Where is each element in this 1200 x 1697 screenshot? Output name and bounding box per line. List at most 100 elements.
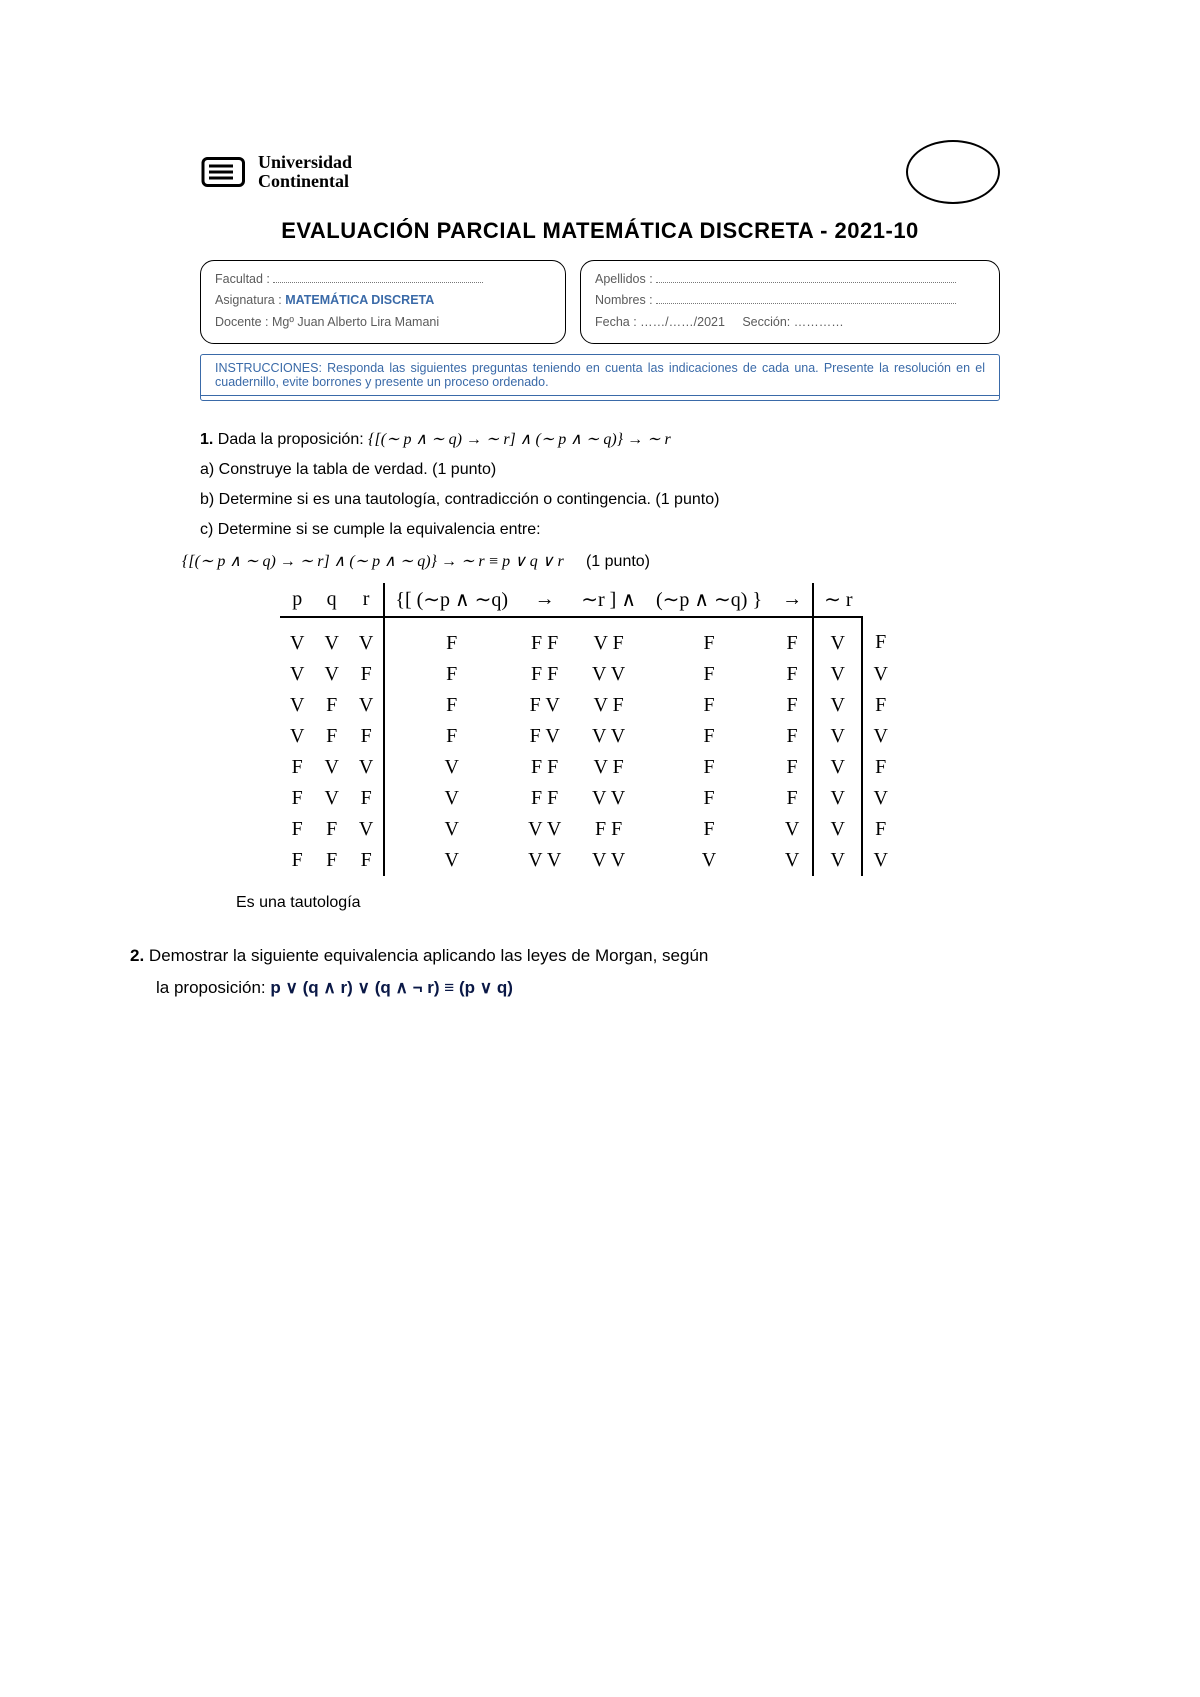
q2-line2-lead: la proposición: bbox=[156, 978, 270, 997]
q1-a: a) Construye la tabla de verdad. (1 punt… bbox=[200, 461, 1000, 479]
tt-cell: F bbox=[384, 617, 518, 659]
nombres-line: Nombres : bbox=[595, 290, 985, 311]
tt-cell: V V bbox=[518, 814, 571, 845]
tt-h-p: p bbox=[280, 583, 314, 617]
tt-h-imp: → bbox=[518, 583, 571, 617]
tt-cell: F bbox=[646, 659, 772, 690]
tt-cell: V bbox=[813, 783, 862, 814]
university-line1: Universidad bbox=[258, 153, 352, 172]
q1-c-left: {[(∼ p ∧ ∼ q) → ∼ r] ∧ (∼ p ∧ ∼ q)} → ∼ … bbox=[182, 553, 485, 570]
tt-cell: V bbox=[280, 659, 314, 690]
tt-cell: V bbox=[314, 752, 348, 783]
tt-cell: V bbox=[314, 783, 348, 814]
tt-cell: V bbox=[384, 783, 518, 814]
asignatura-value: MATEMÁTICA DISCRETA bbox=[285, 293, 434, 307]
tt-cell: V F bbox=[571, 617, 646, 659]
tt-cell: F V bbox=[518, 721, 571, 752]
tt-cell: F bbox=[314, 690, 348, 721]
tt-row: VFFFF VV VFFVV bbox=[280, 721, 898, 752]
tt-cell: V bbox=[813, 721, 862, 752]
info-box-left: Facultad : Asignatura : MATEMÁTICA DISCR… bbox=[200, 260, 566, 344]
apellidos-line: Apellidos : bbox=[595, 269, 985, 290]
q1-lead: Dada la proposición: bbox=[218, 431, 368, 448]
tt-cell: F bbox=[646, 752, 772, 783]
tt-cell: V bbox=[813, 814, 862, 845]
tt-row: FFVVV VF FFVVF bbox=[280, 814, 898, 845]
q1-c-equiv: ≡ bbox=[489, 553, 502, 570]
q1-c-right: p ∨ q ∨ r bbox=[502, 553, 564, 570]
tt-cell: F bbox=[314, 721, 348, 752]
tt-conclusion: Es una tautología bbox=[236, 894, 1000, 912]
docente-line: Docente : Mgº Juan Alberto Lira Mamani bbox=[215, 312, 551, 333]
tt-cell: V V bbox=[518, 845, 571, 876]
tt-cell: F bbox=[314, 845, 348, 876]
header-row: Universidad Continental bbox=[200, 140, 1000, 204]
q2-block: 2. Demostrar la siguiente equivalencia a… bbox=[130, 940, 1000, 1005]
tt-cell: F bbox=[384, 690, 518, 721]
tt-cell: F bbox=[280, 752, 314, 783]
tt-cell: F bbox=[280, 814, 314, 845]
tt-cell: F F bbox=[518, 783, 571, 814]
tt-h-r: r bbox=[349, 583, 384, 617]
tt-cell: V bbox=[384, 752, 518, 783]
tt-cell: V bbox=[772, 814, 813, 845]
tt-cell: F bbox=[349, 783, 384, 814]
tt-cell: V bbox=[862, 845, 897, 876]
tt-cell: F bbox=[349, 721, 384, 752]
tt-cell: V V bbox=[571, 721, 646, 752]
content: 1. Dada la proposición: {[(∼ p ∧ ∼ q) → … bbox=[200, 429, 1000, 1005]
university-logo-icon bbox=[200, 154, 248, 190]
q2-line1: 2. Demostrar la siguiente equivalencia a… bbox=[130, 940, 1000, 972]
tt-cell: F F bbox=[518, 752, 571, 783]
q1-c-expr: {[(∼ p ∧ ∼ q) → ∼ r] ∧ (∼ p ∧ ∼ q)} → ∼ … bbox=[182, 551, 1000, 571]
tt-cell: V bbox=[280, 617, 314, 659]
tt-h-rep: (∼p ∧ ∼q) } bbox=[646, 583, 772, 617]
asignatura-label: Asignatura : bbox=[215, 293, 282, 307]
info-row: Facultad : Asignatura : MATEMÁTICA DISCR… bbox=[200, 260, 1000, 344]
q1-c-pts: (1 punto) bbox=[586, 553, 650, 570]
grade-oval bbox=[906, 140, 1000, 204]
seccion-label: Sección: bbox=[742, 315, 790, 329]
university-name: Universidad Continental bbox=[258, 153, 352, 191]
tt-cell: F V bbox=[518, 690, 571, 721]
tt-cell: F F bbox=[518, 659, 571, 690]
tt-cell: V bbox=[813, 659, 862, 690]
q1-line: 1. Dada la proposición: {[(∼ p ∧ ∼ q) → … bbox=[200, 429, 1000, 449]
tt-cell: V bbox=[280, 690, 314, 721]
tt-cell: V F bbox=[571, 690, 646, 721]
tt-cell: F F bbox=[518, 617, 571, 659]
info-box-right: Apellidos : Nombres : Fecha : ……/……/2021… bbox=[580, 260, 1000, 344]
tt-cell: F bbox=[280, 845, 314, 876]
tt-cell: V bbox=[280, 721, 314, 752]
tt-cell: V V bbox=[571, 783, 646, 814]
tt-cell: V bbox=[349, 690, 384, 721]
tt-cell: F bbox=[862, 752, 897, 783]
asignatura-line: Asignatura : MATEMÁTICA DISCRETA bbox=[215, 290, 551, 311]
tt-cell: V bbox=[646, 845, 772, 876]
tt-h-q: q bbox=[314, 583, 348, 617]
tt-h-open: {[ (∼p ∧ ∼q) bbox=[384, 583, 518, 617]
tt-cell: F F bbox=[571, 814, 646, 845]
tt-cell: V bbox=[813, 752, 862, 783]
tt-cell: V bbox=[862, 659, 897, 690]
tt-cell: V bbox=[813, 690, 862, 721]
tt-cell: F bbox=[862, 617, 897, 659]
tt-h-nr2: ∼ r bbox=[813, 583, 862, 617]
tt-row: FVVVF FV FFFVF bbox=[280, 752, 898, 783]
tt-cell: F bbox=[772, 659, 813, 690]
tt-header-row: p q r {[ (∼p ∧ ∼q) → ∼r ] ∧ (∼p ∧ ∼q) } … bbox=[280, 583, 898, 617]
fecha-value: ……/……/2021 bbox=[640, 315, 725, 329]
tt-cell: V bbox=[384, 845, 518, 876]
tt-cell: V bbox=[772, 845, 813, 876]
tt-cell: F bbox=[384, 721, 518, 752]
tt-cell: F bbox=[384, 659, 518, 690]
q2-lead: Demostrar la siguiente equivalencia apli… bbox=[149, 946, 708, 965]
tt-cell: F bbox=[646, 690, 772, 721]
tt-row: FVFVF FV VFFVV bbox=[280, 783, 898, 814]
tt-h-nr: ∼r ] ∧ bbox=[571, 583, 646, 617]
tt-cell: F bbox=[314, 814, 348, 845]
instructions-box: INSTRUCCIONES: Responda las siguientes p… bbox=[200, 354, 1000, 401]
docente-value: Mgº Juan Alberto Lira Mamani bbox=[272, 315, 439, 329]
fecha-line: Fecha : ……/……/2021 Sección: ………… bbox=[595, 312, 985, 333]
tt-cell: F bbox=[772, 721, 813, 752]
